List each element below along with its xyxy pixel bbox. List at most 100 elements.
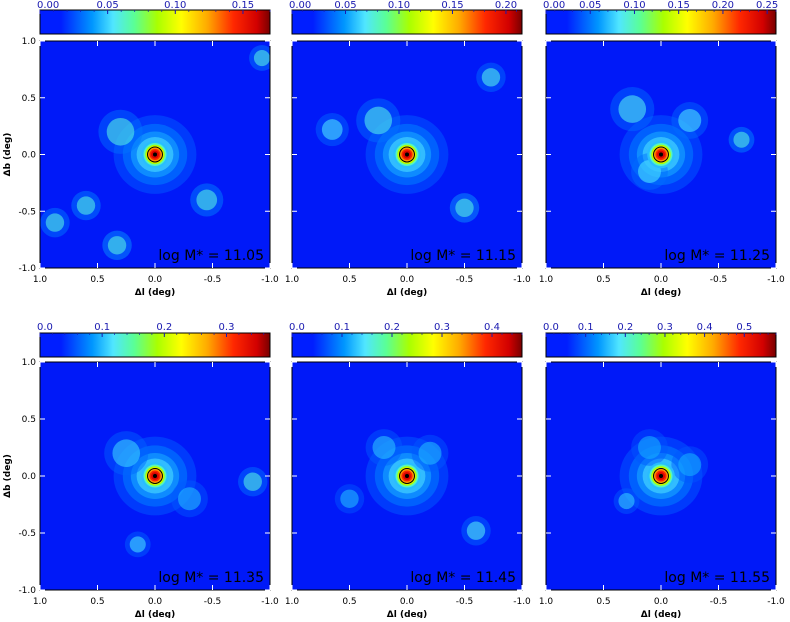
colorbar-tick-label: 0.15 bbox=[232, 0, 254, 11]
panel-4: 0.0 0.1 0.2 0.3 1.0 0.5 0.0 -0.5 -1.0 -1.0 -0.5 0.0… bbox=[3, 322, 279, 620]
y-tick-label: 0.5 bbox=[22, 415, 36, 425]
x-tick-label: 1.0 bbox=[539, 275, 554, 285]
colorbar: 0.00 0.05 0.10 0.15 bbox=[37, 0, 271, 35]
panel-2: 0.00 0.05 0.10 0.15 0.20 1.0 0.5 0.0 -0.5 -1.0 Δl … bbox=[285, 0, 531, 298]
mass-annotation: log M* = 11.55 bbox=[664, 570, 770, 586]
mass-annotation: log M* = 11.35 bbox=[158, 570, 264, 586]
colorbar-tick-label: 0.3 bbox=[657, 322, 673, 333]
blob bbox=[638, 436, 661, 459]
x-tick-label: 0.0 bbox=[148, 597, 163, 607]
colorbar-tick-label: 0.0 bbox=[37, 322, 53, 333]
blob bbox=[107, 236, 127, 255]
x-axis-label: Δl (deg) bbox=[135, 610, 175, 618]
x-tick-label: 1.0 bbox=[33, 275, 48, 285]
y-axis-label: Δb (deg) bbox=[3, 454, 13, 498]
x-tick-label: 0.5 bbox=[90, 275, 104, 285]
colorbar: 0.00 0.05 0.10 0.15 0.20 bbox=[289, 0, 523, 35]
x-tick-label: -1.0 bbox=[261, 597, 279, 607]
y-tick-label: -0.5 bbox=[18, 529, 36, 539]
colorbar-tick-label: 0.4 bbox=[484, 322, 500, 333]
panel-3: 0.00 0.05 0.10 0.15 0.20 0.25 1.0 0.5 0.0 -0.5 -1.… bbox=[539, 0, 785, 298]
blob bbox=[418, 441, 442, 465]
colorbar-tick-label: 0.1 bbox=[578, 322, 594, 333]
colorbar-tick-label: 0.0 bbox=[543, 322, 559, 333]
colorbar-tick-label: 0.05 bbox=[579, 0, 601, 11]
colorbar-gradient bbox=[39, 332, 271, 358]
peak-marker bbox=[153, 152, 157, 157]
blob bbox=[678, 108, 702, 132]
colorbar-tick-label: 0.2 bbox=[384, 322, 400, 333]
colorbar-tick-label: 0.5 bbox=[736, 322, 752, 333]
y-tick-label: 0.0 bbox=[22, 472, 37, 482]
peak-marker bbox=[405, 152, 409, 157]
y-tick-label: -1.0 bbox=[18, 586, 36, 596]
colorbar-gradient bbox=[545, 9, 777, 35]
colorbar-tick-label: 0.3 bbox=[434, 322, 450, 333]
colorbar-gradient bbox=[291, 9, 523, 35]
mass-annotation: log M* = 11.25 bbox=[664, 248, 770, 264]
peak-contour bbox=[147, 146, 163, 163]
x-tick-label: 0.0 bbox=[654, 597, 669, 607]
blob bbox=[466, 521, 486, 540]
x-axis-label: Δl (deg) bbox=[135, 288, 175, 298]
colorbar-gradient bbox=[39, 9, 271, 35]
colorbar-tick-label: 0.2 bbox=[156, 322, 172, 333]
y-tick-label: 0.5 bbox=[22, 94, 36, 104]
x-tick-label: -0.5 bbox=[710, 275, 728, 285]
blob bbox=[243, 472, 262, 491]
heatmap bbox=[40, 362, 270, 590]
colorbar: 0.0 0.1 0.2 0.3 0.4 0.5 bbox=[543, 322, 777, 358]
x-tick-label: -0.5 bbox=[456, 597, 474, 607]
x-axis-label: Δl (deg) bbox=[641, 288, 681, 298]
colorbar-tick-label: 0.15 bbox=[668, 0, 690, 11]
blob bbox=[678, 453, 702, 477]
mass-annotation: log M* = 11.15 bbox=[410, 248, 516, 264]
colorbar-tick-label: 0.00 bbox=[37, 0, 59, 11]
colorbar-tick-label: 0.0 bbox=[289, 322, 305, 333]
x-tick-label: -0.5 bbox=[456, 275, 474, 285]
x-tick-label: 0.0 bbox=[148, 275, 163, 285]
colorbar-tick-label: 0.2 bbox=[617, 322, 633, 333]
blob bbox=[196, 189, 218, 211]
panel-1: 0.00 0.05 0.10 0.15 1.0 0.5 0.0 -0.5 -1.0 -1.0 -0.… bbox=[3, 0, 279, 298]
blob bbox=[481, 68, 501, 87]
x-tick-label: 1.0 bbox=[285, 597, 300, 607]
colorbar-tick-label: 0.05 bbox=[334, 0, 356, 11]
peak-contour bbox=[399, 468, 415, 484]
colorbar-tick-label: 0.00 bbox=[543, 0, 565, 11]
blob bbox=[340, 489, 359, 508]
blob bbox=[372, 436, 396, 459]
colorbar-tick-label: 0.20 bbox=[495, 0, 517, 11]
x-tick-label: 1.0 bbox=[285, 275, 300, 285]
mass-annotation: log M* = 11.45 bbox=[410, 570, 516, 586]
y-tick-label: -1.0 bbox=[18, 264, 36, 274]
peak-marker bbox=[659, 152, 663, 157]
x-tick-label: 0.0 bbox=[400, 597, 415, 607]
x-axis-label: Δl (deg) bbox=[387, 288, 427, 298]
blob bbox=[112, 439, 141, 468]
colorbar-tick-label: 0.10 bbox=[623, 0, 645, 11]
blob bbox=[321, 119, 343, 140]
peak-marker bbox=[405, 474, 409, 478]
x-tick-label: 0.5 bbox=[90, 597, 104, 607]
blob bbox=[733, 131, 750, 148]
y-axis-label: Δb (deg) bbox=[3, 133, 13, 177]
x-tick-label: -0.5 bbox=[710, 597, 728, 607]
blob bbox=[618, 493, 635, 510]
colorbar-tick-label: 0.05 bbox=[97, 0, 119, 11]
colorbar-tick-label: 0.4 bbox=[697, 322, 713, 333]
colorbar-tick-label: 0.25 bbox=[756, 0, 778, 11]
x-tick-label: 0.5 bbox=[342, 275, 356, 285]
x-tick-label: -1.0 bbox=[513, 597, 531, 607]
panel-6: 0.0 0.1 0.2 0.3 0.4 0.5 1.0 0.5 0.0 -0.5 -1.0 Δl (d… bbox=[539, 322, 785, 620]
colorbar-tick-label: 0.3 bbox=[219, 322, 235, 333]
y-tick-label: 1.0 bbox=[22, 37, 37, 47]
colorbar-tick-label: 0.1 bbox=[334, 322, 350, 333]
blob bbox=[364, 106, 393, 135]
colorbar-gradient bbox=[291, 332, 523, 358]
x-tick-label: 0.0 bbox=[654, 275, 669, 285]
heatmap bbox=[40, 41, 270, 268]
y-tick-label: -0.5 bbox=[18, 207, 36, 217]
